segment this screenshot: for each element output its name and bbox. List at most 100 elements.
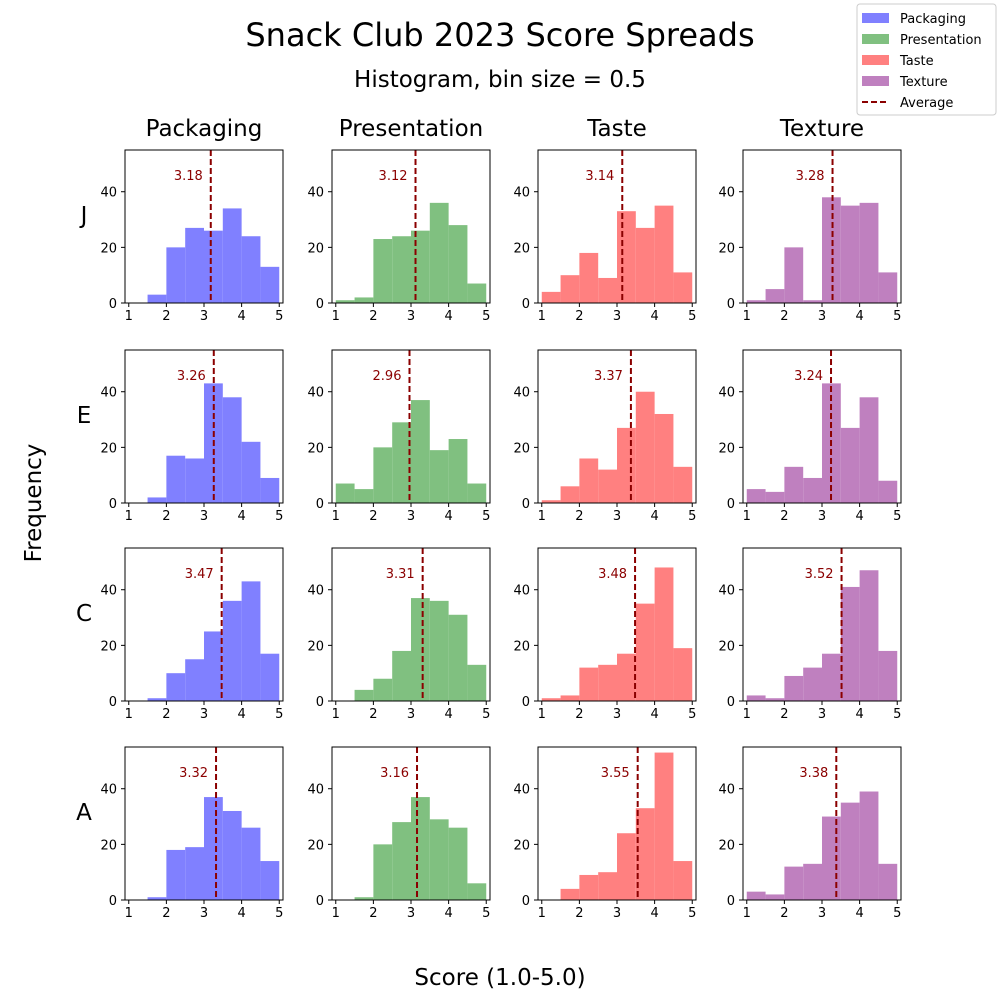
x-tick-label: 5 <box>688 707 696 722</box>
x-tick-label: 2 <box>162 906 170 921</box>
histogram-bar <box>373 239 393 303</box>
row-label-c: C <box>76 601 92 627</box>
histogram-bar <box>429 202 449 303</box>
histogram-bar <box>467 664 487 701</box>
histogram-bar <box>878 863 898 900</box>
histogram-bar <box>598 469 617 503</box>
panel-e-packaging: 3.26 1 2 3 4 5 0 20 40 <box>100 349 284 524</box>
histogram-bar <box>467 483 487 503</box>
histogram-bar <box>579 252 599 303</box>
average-label: 3.24 <box>794 369 823 384</box>
histogram-bar <box>859 397 879 503</box>
histogram-bar <box>166 247 186 303</box>
legend-swatch <box>862 76 889 86</box>
y-tick-label: 20 <box>718 639 735 654</box>
legend-label: Texture <box>899 75 948 90</box>
x-tick-label: 1 <box>743 309 751 324</box>
y-tick-label: 20 <box>513 241 530 256</box>
x-tick-label: 2 <box>780 707 788 722</box>
histogram-bar <box>166 673 186 701</box>
y-tick-label: 40 <box>718 186 735 201</box>
x-tick-label: 1 <box>538 309 546 324</box>
y-tick-label: 0 <box>316 894 324 909</box>
x-tick-label: 2 <box>780 509 788 524</box>
panel-j-texture: 3.28 1 2 3 4 5 0 20 40 <box>718 149 902 324</box>
x-tick-label: 3 <box>613 509 621 524</box>
x-tick-label: 1 <box>332 906 340 921</box>
histogram-bar <box>784 247 804 303</box>
x-tick-label: 5 <box>688 906 696 921</box>
histogram-bar <box>560 695 580 701</box>
legend-item-texture: Texture <box>862 75 948 90</box>
y-tick-label: 0 <box>109 695 117 710</box>
histogram-bar <box>673 648 693 701</box>
y-tick-label: 0 <box>522 695 530 710</box>
y-tick-label: 40 <box>100 783 117 798</box>
histogram-bar <box>673 272 693 303</box>
histogram-bar <box>635 227 655 303</box>
histogram-bar <box>373 844 393 900</box>
x-tick-label: 2 <box>369 509 377 524</box>
x-tick-label: 3 <box>818 309 826 324</box>
histogram-bar <box>260 861 280 900</box>
x-tick-label: 4 <box>855 707 863 722</box>
x-tick-label: 1 <box>538 509 546 524</box>
histogram-bar <box>765 491 785 503</box>
histogram-bar <box>541 500 561 503</box>
histogram-bar <box>598 277 617 303</box>
y-tick-label: 40 <box>513 783 530 798</box>
x-tick-label: 3 <box>407 707 415 722</box>
y-tick-label: 20 <box>513 639 530 654</box>
histogram-bar <box>429 450 449 503</box>
x-tick-label: 1 <box>125 906 133 921</box>
y-tick-label: 20 <box>100 441 117 456</box>
average-label: 3.48 <box>598 567 627 582</box>
x-tick-label: 4 <box>237 509 245 524</box>
y-tick-label: 0 <box>522 497 530 512</box>
histogram-bar <box>859 791 879 900</box>
legend-label: Packaging <box>900 12 966 27</box>
histogram-bar <box>765 894 785 900</box>
histogram-bar <box>185 659 204 701</box>
y-tick-label: 40 <box>100 386 117 401</box>
x-tick-label: 2 <box>162 707 170 722</box>
x-tick-label: 4 <box>650 707 658 722</box>
histogram-bar <box>429 600 449 701</box>
x-tick-label: 3 <box>200 309 208 324</box>
histogram-bar <box>354 489 374 503</box>
x-tick-label: 5 <box>688 309 696 324</box>
panels-layer: Packaging Presentation Taste Texture J E C A 3.1… <box>76 116 902 921</box>
histogram-bar <box>803 477 822 503</box>
histogram-bar <box>803 863 822 900</box>
histogram-bar <box>222 397 242 503</box>
x-tick-label: 2 <box>369 906 377 921</box>
legend-label: Average <box>900 96 953 111</box>
legend-item-presentation: Presentation <box>862 33 982 48</box>
histogram-bar <box>878 272 898 303</box>
average-label: 3.55 <box>601 766 630 781</box>
x-tick-label: 1 <box>743 707 751 722</box>
x-tick-label: 4 <box>444 309 452 324</box>
histogram-bar <box>560 486 580 503</box>
histogram-bar <box>392 650 411 701</box>
average-label: 3.14 <box>585 169 614 184</box>
x-tick-label: 3 <box>407 906 415 921</box>
histogram-bar <box>803 667 822 701</box>
average-label: 3.32 <box>179 766 208 781</box>
y-tick-label: 0 <box>727 297 735 312</box>
x-tick-label: 2 <box>369 707 377 722</box>
histogram-bar <box>765 289 785 303</box>
x-tick-label: 4 <box>444 707 452 722</box>
histogram-bar <box>654 567 674 701</box>
x-tick-label: 3 <box>613 707 621 722</box>
x-tick-label: 3 <box>818 707 826 722</box>
x-tick-label: 3 <box>613 309 621 324</box>
y-tick-label: 40 <box>307 584 324 599</box>
panel-c-taste: 3.48 1 2 3 4 5 0 20 40 <box>513 547 697 722</box>
histogram-bar <box>673 466 693 503</box>
x-tick-label: 3 <box>200 906 208 921</box>
histogram-bar <box>617 427 636 503</box>
histogram-bar <box>392 822 411 900</box>
x-tick-label: 1 <box>538 707 546 722</box>
histogram-bar <box>204 797 223 900</box>
